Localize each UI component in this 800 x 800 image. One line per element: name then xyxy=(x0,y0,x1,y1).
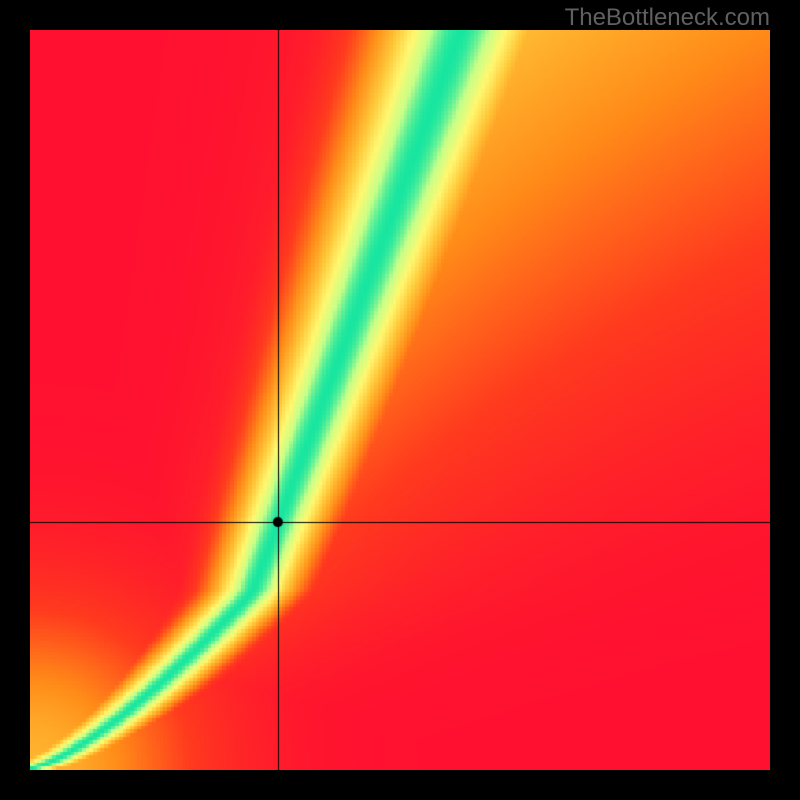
watermark-text: TheBottleneck.com xyxy=(565,4,770,32)
bottleneck-heatmap xyxy=(30,30,770,770)
chart-container: TheBottleneck.com xyxy=(0,0,800,800)
